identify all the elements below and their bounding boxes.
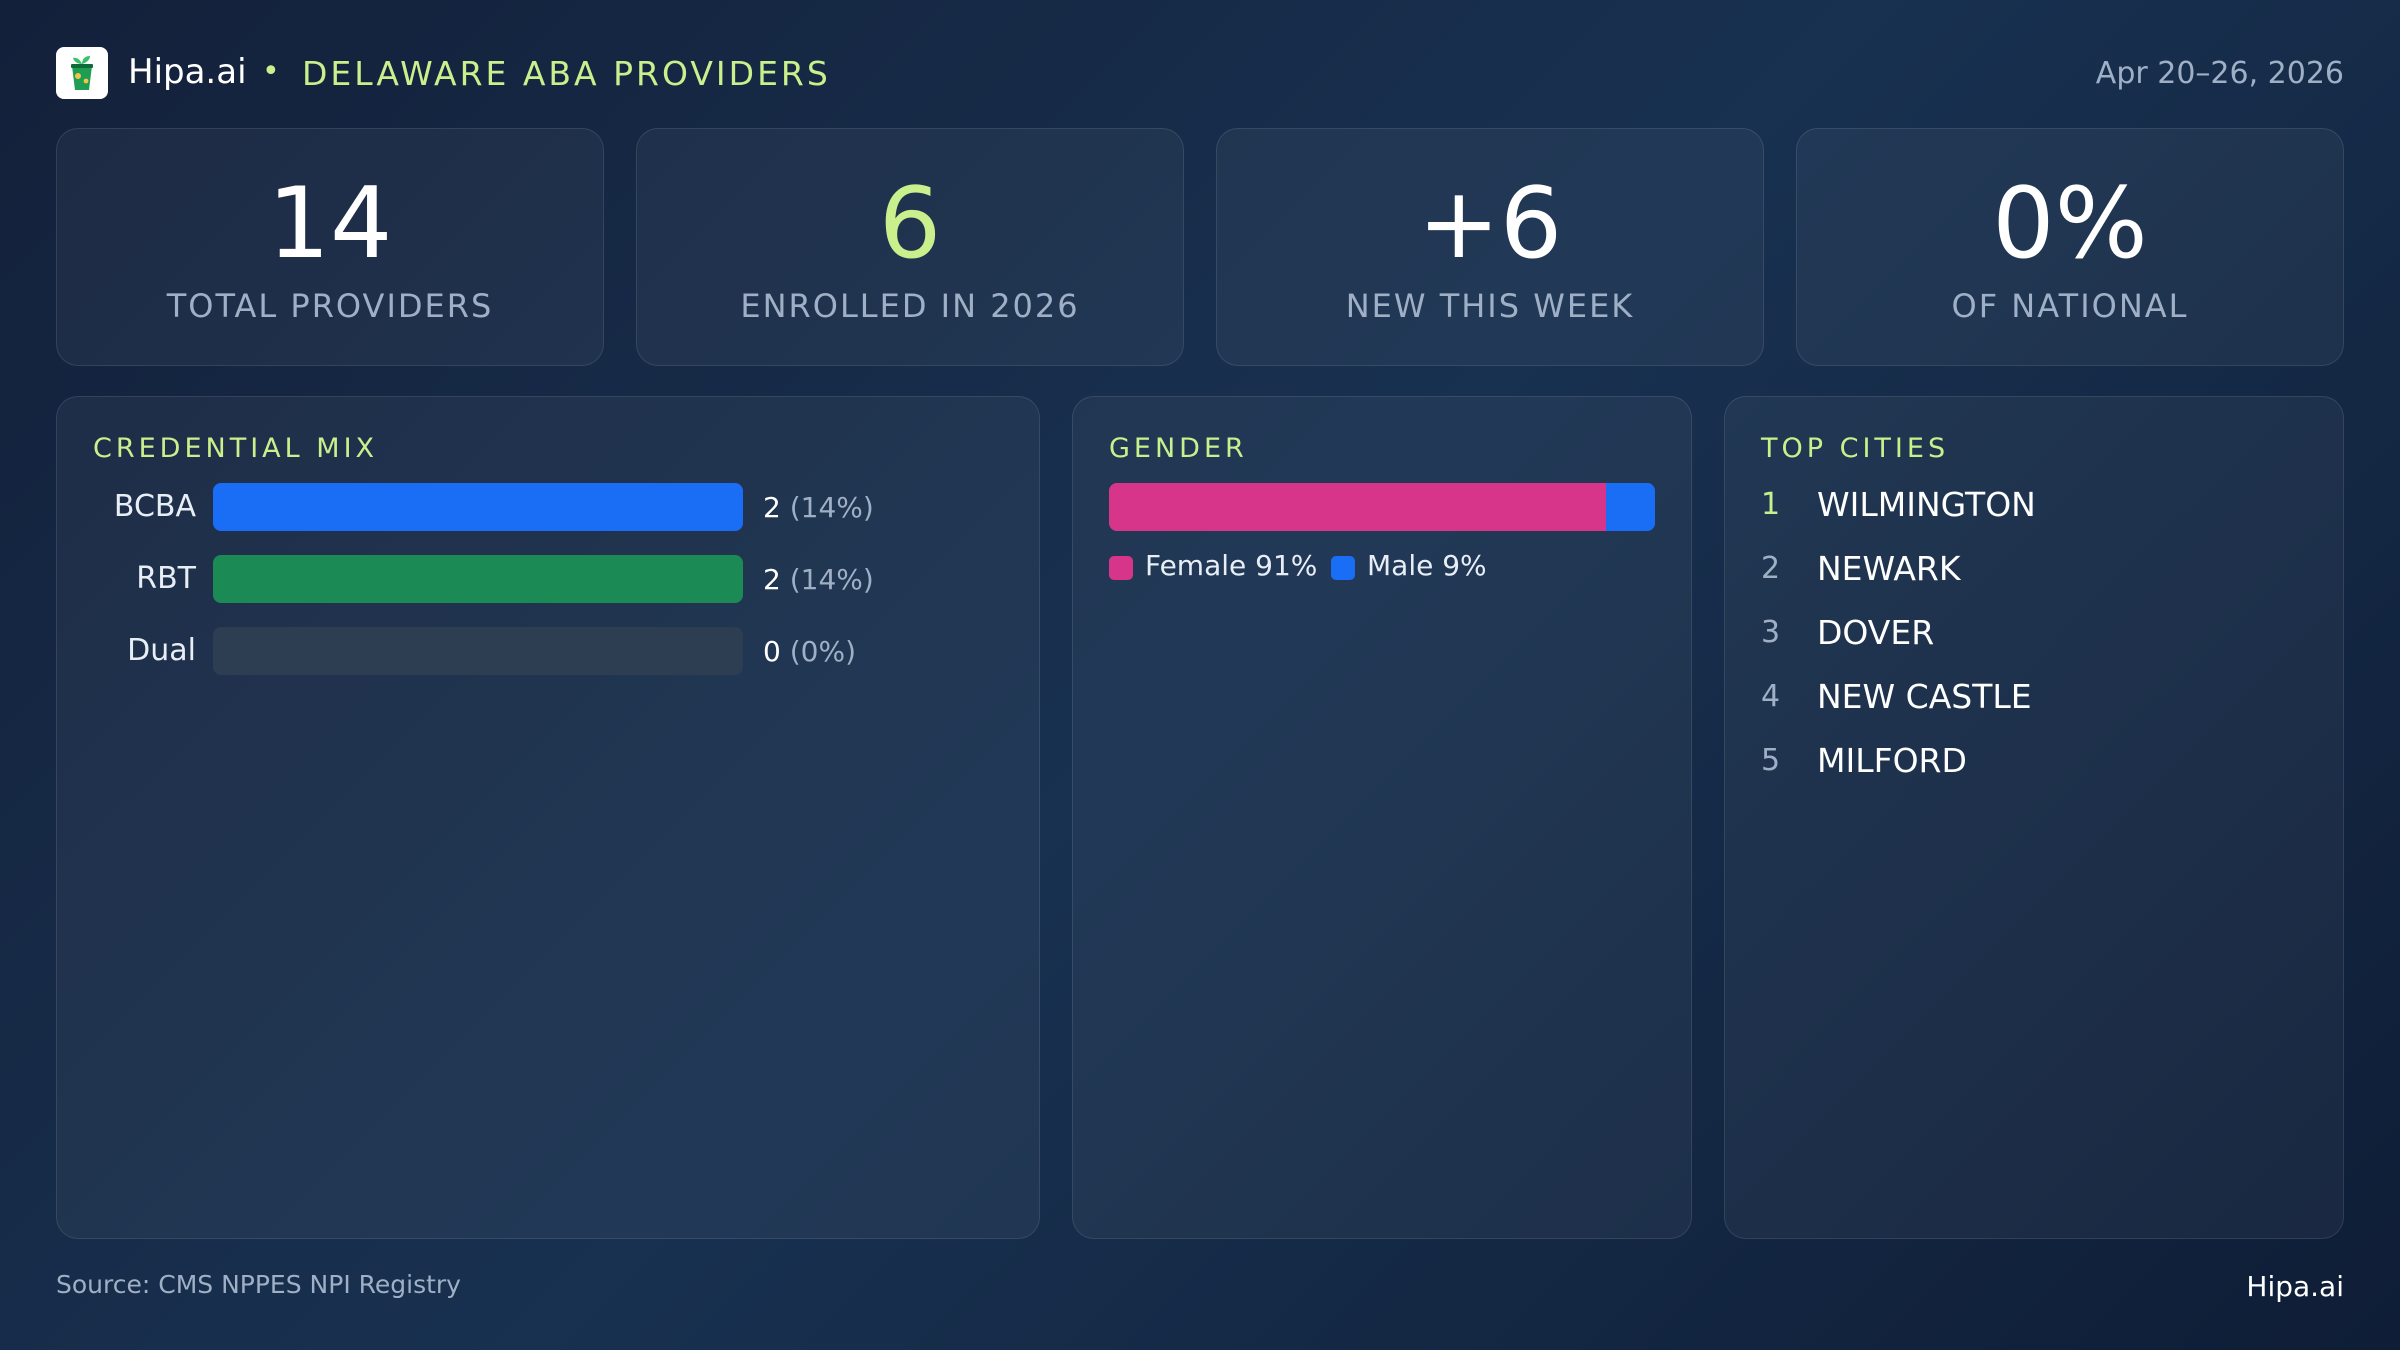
- footer-brand: Hipa.ai: [2246, 1270, 2344, 1303]
- legend-label: Male 9%: [1367, 549, 1487, 582]
- footer-source: Source: CMS NPPES NPI Registry: [56, 1270, 461, 1299]
- stat-card-new-this-week: +6 NEW THIS WEEK: [1216, 128, 1764, 366]
- list-item: 1 WILMINGTON: [1761, 483, 2261, 531]
- stat-label: NEW THIS WEEK: [1345, 287, 1635, 325]
- city-rank: 3: [1761, 615, 1781, 650]
- female-swatch: [1109, 556, 1133, 580]
- city-name: WILMINGTON: [1817, 485, 2036, 524]
- city-name: MILFORD: [1817, 741, 1967, 780]
- page-title: DELAWARE ABA PROVIDERS: [302, 54, 831, 93]
- title-separator: •: [262, 54, 280, 89]
- bar-count: 2: [763, 563, 781, 596]
- bar-value: 2 (14%): [763, 491, 874, 524]
- list-item: 2 NEWARK: [1761, 547, 2261, 595]
- city-name: NEWARK: [1817, 549, 1961, 588]
- credential-row-rbt: RBT 2 (14%): [57, 555, 1039, 605]
- bar-label: RBT: [136, 561, 196, 596]
- city-rank: 1: [1761, 487, 1781, 522]
- top-cities-panel: TOP CITIES 1 WILMINGTON 2 NEWARK 3 DOVER…: [1724, 396, 2344, 1239]
- male-swatch: [1331, 556, 1355, 580]
- panel-title: TOP CITIES: [1761, 433, 1950, 464]
- credential-mix-panel: CREDENTIAL MIX BCBA 2 (14%) RBT 2 (14%) …: [56, 396, 1040, 1239]
- bar-track: [213, 627, 743, 675]
- list-item: 4 NEW CASTLE: [1761, 675, 2261, 723]
- bar-count: 0: [763, 635, 781, 668]
- bar-fill: [213, 555, 743, 603]
- city-name: NEW CASTLE: [1817, 677, 2032, 716]
- bar-track: [213, 483, 743, 531]
- bar-percent: (14%): [789, 563, 874, 596]
- stat-value: 0%: [1992, 167, 2148, 281]
- city-name: DOVER: [1817, 613, 1935, 652]
- panel-title: GENDER: [1109, 433, 1248, 464]
- panel-title: CREDENTIAL MIX: [93, 433, 379, 464]
- bar-percent: (0%): [789, 635, 857, 668]
- bar-value: 2 (14%): [763, 563, 874, 596]
- stat-label: TOTAL PROVIDERS: [166, 287, 494, 325]
- date-range: Apr 20–26, 2026: [2095, 56, 2344, 91]
- list-item: 5 MILFORD: [1761, 739, 2261, 787]
- gender-male-segment: [1605, 483, 1655, 531]
- city-rank: 2: [1761, 551, 1781, 586]
- bar-count: 2: [763, 491, 781, 524]
- credential-row-dual: Dual 0 (0%): [57, 627, 1039, 677]
- bar-track: [213, 555, 743, 603]
- bar-label: Dual: [127, 633, 196, 668]
- city-rank: 4: [1761, 679, 1781, 714]
- stat-label: ENROLLED IN 2026: [740, 287, 1080, 325]
- list-item: 3 DOVER: [1761, 611, 2261, 659]
- header: Hipa.ai • DELAWARE ABA PROVIDERS Apr 20–…: [56, 46, 2344, 102]
- stat-card-enrolled: 6 ENROLLED IN 2026: [636, 128, 1184, 366]
- stat-card-of-national: 0% OF NATIONAL: [1796, 128, 2344, 366]
- stat-value: 6: [878, 167, 942, 281]
- bar-value: 0 (0%): [763, 635, 856, 668]
- legend-label: Female 91%: [1145, 549, 1318, 582]
- app-logo: [56, 47, 108, 99]
- stat-value: +6: [1417, 167, 1563, 281]
- stat-label: OF NATIONAL: [1951, 287, 2189, 325]
- credential-row-bcba: BCBA 2 (14%): [57, 483, 1039, 533]
- bar-percent: (14%): [789, 491, 874, 524]
- gender-stacked-bar: [1109, 483, 1655, 531]
- gender-female-segment: [1109, 483, 1606, 531]
- stat-value: 14: [267, 167, 393, 281]
- stat-card-total-providers: 14 TOTAL PROVIDERS: [56, 128, 604, 366]
- city-rank: 5: [1761, 743, 1781, 778]
- brand-name: Hipa.ai: [128, 52, 247, 92]
- bar-fill: [213, 483, 743, 531]
- cup-plant-icon: [71, 56, 93, 90]
- gender-panel: GENDER Female 91% Male 9%: [1072, 396, 1692, 1239]
- bar-label: BCBA: [113, 489, 196, 524]
